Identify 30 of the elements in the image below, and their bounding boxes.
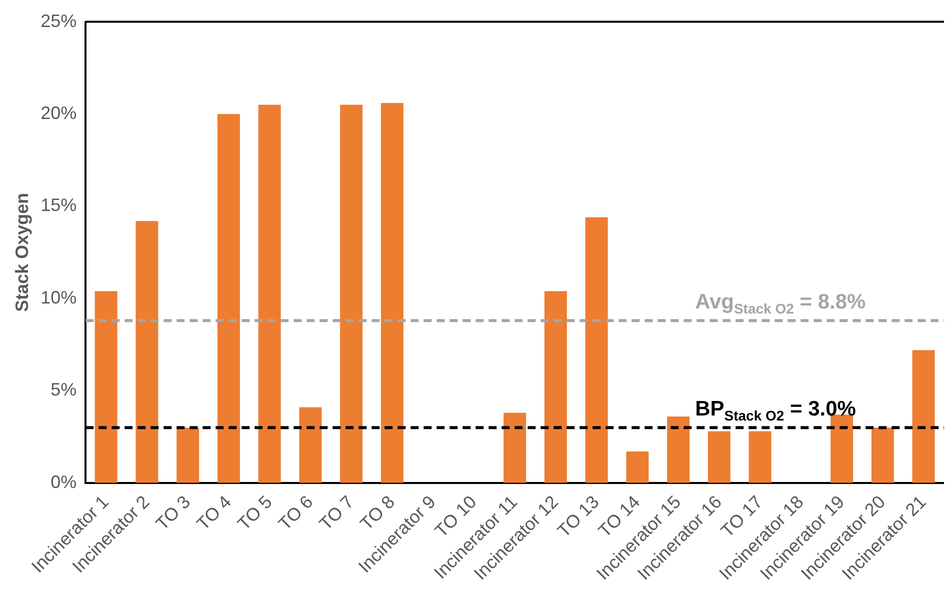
y-tick-label: 20% [40,102,77,123]
bar [136,220,158,483]
bar [504,412,526,483]
bar [830,414,854,483]
bar [217,114,240,483]
x-tick-label: TO 6 [274,492,317,534]
x-tick-label: TO 5 [234,492,276,534]
bar [380,102,404,483]
bar [94,291,118,483]
y-tick-label: 5% [50,380,77,400]
bar [544,291,567,483]
y-tick-label: 25% [40,10,77,31]
y-tick-label: 0% [50,472,77,492]
x-tick-label: TO 4 [192,492,236,534]
y-tick-label: 15% [40,195,77,216]
bar [299,407,322,483]
bar [340,104,363,483]
bar [871,428,894,483]
x-tick-label: TO 7 [315,492,358,534]
bar [748,431,772,483]
bar [667,416,690,483]
bar [912,350,935,483]
bar [708,431,730,483]
y-axis-title: Stack Oxygen [12,192,32,312]
bar [258,104,281,483]
x-tick-label: TO 3 [152,492,194,534]
bar [626,452,649,483]
y-tick-label: 10% [40,287,77,308]
bar [176,428,200,483]
bar [585,217,608,483]
